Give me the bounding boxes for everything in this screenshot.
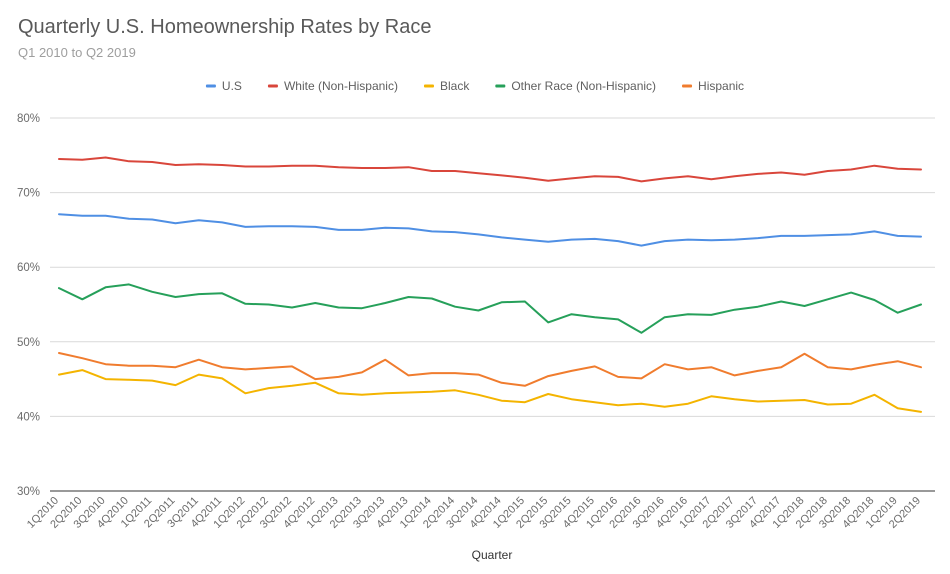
y-tick-label: 40% (17, 411, 40, 423)
y-tick-label: 60% (17, 262, 40, 274)
y-tick-label: 80% (17, 113, 40, 125)
legend: U.S White (Non-Hispanic) Black Other Race (… (205, 79, 744, 93)
y-tick-label: 30% (17, 486, 40, 498)
x-axis-label: Quarter (472, 548, 513, 562)
series-line-4 (58, 352, 922, 387)
legend-label: White (Non-Hispanic) (284, 79, 398, 93)
legend-swatch (205, 84, 216, 88)
chart-subtitle: Q1 2010 to Q2 2019 (18, 45, 136, 60)
x-axis-ticks: 1Q20102Q20103Q20104Q20101Q20112Q20113Q20… (25, 495, 923, 531)
series-line-1 (58, 156, 922, 183)
series-lines (58, 156, 922, 413)
series-line-2 (58, 369, 922, 413)
y-axis-ticks: 30% 40% 50% 60% 70% 80% (17, 113, 40, 498)
chart-title: Quarterly U.S. Homeownership Rates by Ra… (18, 16, 432, 38)
gridlines (50, 117, 935, 492)
y-tick-label: 70% (17, 188, 40, 200)
y-tick-label: 50% (17, 337, 40, 349)
series-line-0 (58, 213, 922, 247)
legend-label: Hispanic (698, 79, 744, 93)
legend-swatch (682, 84, 693, 88)
series-line-3 (58, 283, 922, 334)
legend-swatch (267, 84, 278, 88)
legend-swatch (423, 84, 434, 88)
legend-label: U.S (222, 79, 242, 93)
legend-label: Black (440, 79, 470, 93)
legend-label: Other Race (Non-Hispanic) (511, 79, 656, 93)
legend-swatch (495, 84, 506, 88)
